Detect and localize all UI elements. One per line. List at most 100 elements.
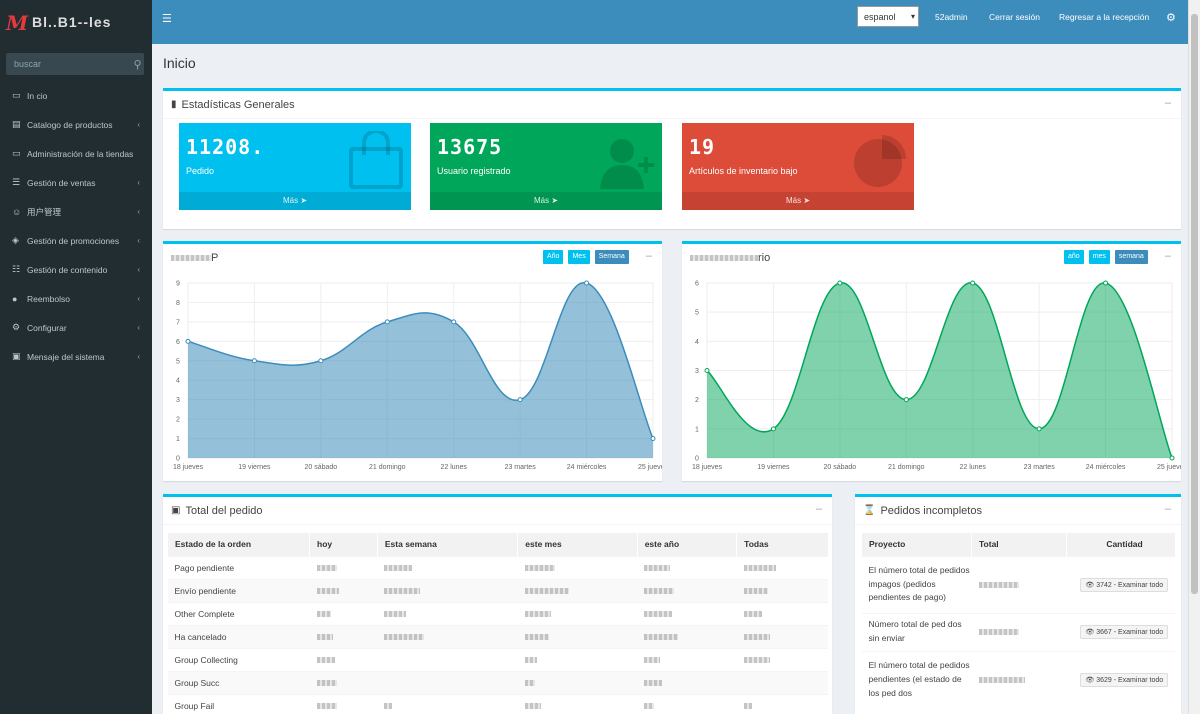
gears-icon[interactable]: ⚙ [1166,12,1176,24]
sidebar-item-7[interactable]: ● Reembolso ‹ [0,284,152,313]
sidebar-item-6[interactable]: ☷ Gestión de contenido ‹ [0,255,152,284]
week-button[interactable]: Semana [594,250,629,264]
monitor-icon: ▭ [12,90,21,100]
y-tick-label: 8 [176,300,180,307]
redacted-value [524,587,569,594]
table-row: Group Collecting [167,647,828,671]
redacted-cell [637,578,737,602]
x-tick-label: 25 jueves [638,464,662,471]
redacted-cell [637,647,737,671]
collapse-icon[interactable]: – [1164,250,1171,262]
x-tick-label: 22 lunes [440,464,467,471]
redacted-cell [517,624,638,648]
orders-more-link[interactable]: Más ➤ [179,192,411,210]
redacted-cell [309,601,378,625]
collapse-icon[interactable]: – [1164,503,1171,515]
month-button[interactable]: mes [1088,250,1110,264]
sidebar-item-1[interactable]: ▤ Catalogo de productos ‹ [0,110,152,139]
order-totals-col-1: hoy [309,533,378,556]
y-tick-label: 7 [176,319,180,326]
collapse-icon[interactable]: – [645,250,652,262]
users-chart-title: rio [758,252,771,264]
incomplete-orders-box: ⌛ Pedidos incompletos – Proyecto Total C… [855,494,1181,714]
sidebar-item-4[interactable]: ☺ 用户管理 ‹ [0,197,152,226]
x-tick-label: 19 viernes [757,464,790,471]
table-row: Pago pendiente [167,555,828,579]
low-stock-count: 19 [689,135,716,159]
redacted-value [644,656,661,663]
order-status-label: Ha cancelado [167,624,310,648]
table-row: Other Complete [167,601,828,625]
circle-icon: ● [12,293,18,304]
orders-more-label: Más [282,196,299,205]
data-point [704,368,710,373]
collapse-icon[interactable]: – [1164,97,1171,109]
examine-all-button[interactable]: 👁 3629 - Examinar todo [1080,672,1169,687]
user-link[interactable]: 52admin [935,12,968,22]
redacted-cell [637,601,737,625]
order-totals-col-0: Estado de la orden [167,533,310,556]
cart-icon: ☰ [12,177,21,187]
logo-icon: M [6,11,29,35]
hamburger-menu-icon[interactable]: ☰ [162,13,172,25]
logo[interactable]: M Bl..B1--les [0,0,152,44]
incomplete-project-label: El número total de pedidos pendientes (e… [861,650,972,708]
y-tick-label: 3 [176,397,180,404]
week-button[interactable]: semana [1114,250,1148,264]
month-button[interactable]: Mes [568,250,590,264]
sidebar-item-2[interactable]: ▭ Administración de la tiendas [0,139,152,168]
chevron-left-icon: ‹ [137,236,140,245]
language-select[interactable]: espanol ▾ [857,6,919,27]
table-row: Número total de ped dos sin enviar 👁 3667… [861,612,1175,651]
y-tick-label: 0 [176,456,180,463]
y-tick-label: 0 [695,456,699,463]
year-button[interactable]: año [1064,250,1084,264]
redacted-cell [971,555,1067,613]
sidebar-item-label: In cio [27,90,48,101]
search-input[interactable] [6,59,131,69]
order-totals-col-5: Todas [736,533,828,556]
user-add-icon [598,131,656,193]
redacted-value [384,587,421,594]
scrollbar-thumb[interactable] [1191,14,1198,594]
low-stock-more-link[interactable]: Más ➤ [682,192,914,210]
order-status-label: Group Fail [167,693,310,714]
sidebar-item-3[interactable]: ☰ Gestión de ventas ‹ [0,168,152,197]
page-scrollbar[interactable] [1188,0,1200,714]
tag-icon: ◈ [12,235,19,245]
collapse-icon[interactable]: – [815,503,822,515]
search-icon[interactable]: ⚲ [133,58,142,71]
redacted-cell [637,670,737,694]
logout-link[interactable]: Cerrar sesión [989,12,1041,22]
redacted-value [316,564,337,571]
orders-count: 11208. [186,135,265,159]
page-title: Inicio [163,55,196,71]
incomplete-orders-header: ⌛ Pedidos incompletos – [855,497,1181,525]
sidebar-item-8[interactable]: ⚙ Configurar ‹ [0,313,152,342]
year-button[interactable]: Año [543,250,564,264]
sidebar-item-0[interactable]: ▭ In cio [0,81,152,110]
stats-box-header: ▮ Estadísticas Generales – [163,91,1181,119]
users-more-link[interactable]: Más ➤ [430,192,662,210]
redacted-cell [517,555,638,579]
redacted-cell [736,555,828,579]
redacted-cell [377,670,518,694]
data-point [770,426,776,432]
sidebar-item-9[interactable]: ▣ Mensaje del sistema ‹ [0,342,152,371]
y-tick-label: 4 [695,339,699,346]
logo-text: Bl..B1--les [32,14,112,30]
sidebar-item-5[interactable]: ◈ Gestión de promociones ‹ [0,226,152,255]
table-row: Ha cancelado [167,624,828,648]
back-to-frontend-link[interactable]: Regresar a la recepción [1059,12,1150,22]
examine-all-button[interactable]: 👁 3667 - Examinar todo [1080,625,1169,639]
redacted-cell [309,647,378,671]
book-icon: ▤ [12,119,21,129]
redacted-value [316,656,335,663]
data-point [837,280,843,286]
redacted-cell [736,647,828,671]
incomplete-project-label: El número total de pedidos impagos (pedi… [861,555,972,613]
redacted-cell [309,670,378,694]
data-point [251,358,257,364]
examine-all-button[interactable]: 👁 3742 - Examinar todo [1080,577,1169,592]
redacted-value [644,679,663,686]
